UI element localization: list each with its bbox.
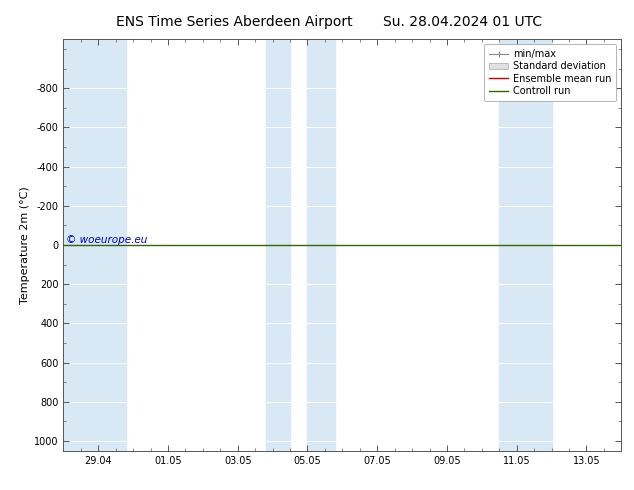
Legend: min/max, Standard deviation, Ensemble mean run, Controll run: min/max, Standard deviation, Ensemble me… (484, 44, 616, 101)
Bar (500, 39, 552, 451)
Bar (63, 39, 126, 451)
Bar (266, 39, 290, 451)
Text: © woeurope.eu: © woeurope.eu (66, 235, 148, 245)
Y-axis label: Temperature 2m (°C): Temperature 2m (°C) (20, 186, 30, 304)
Bar (307, 39, 335, 451)
Text: ENS Time Series Aberdeen Airport: ENS Time Series Aberdeen Airport (116, 15, 353, 29)
Text: Su. 28.04.2024 01 UTC: Su. 28.04.2024 01 UTC (384, 15, 542, 29)
